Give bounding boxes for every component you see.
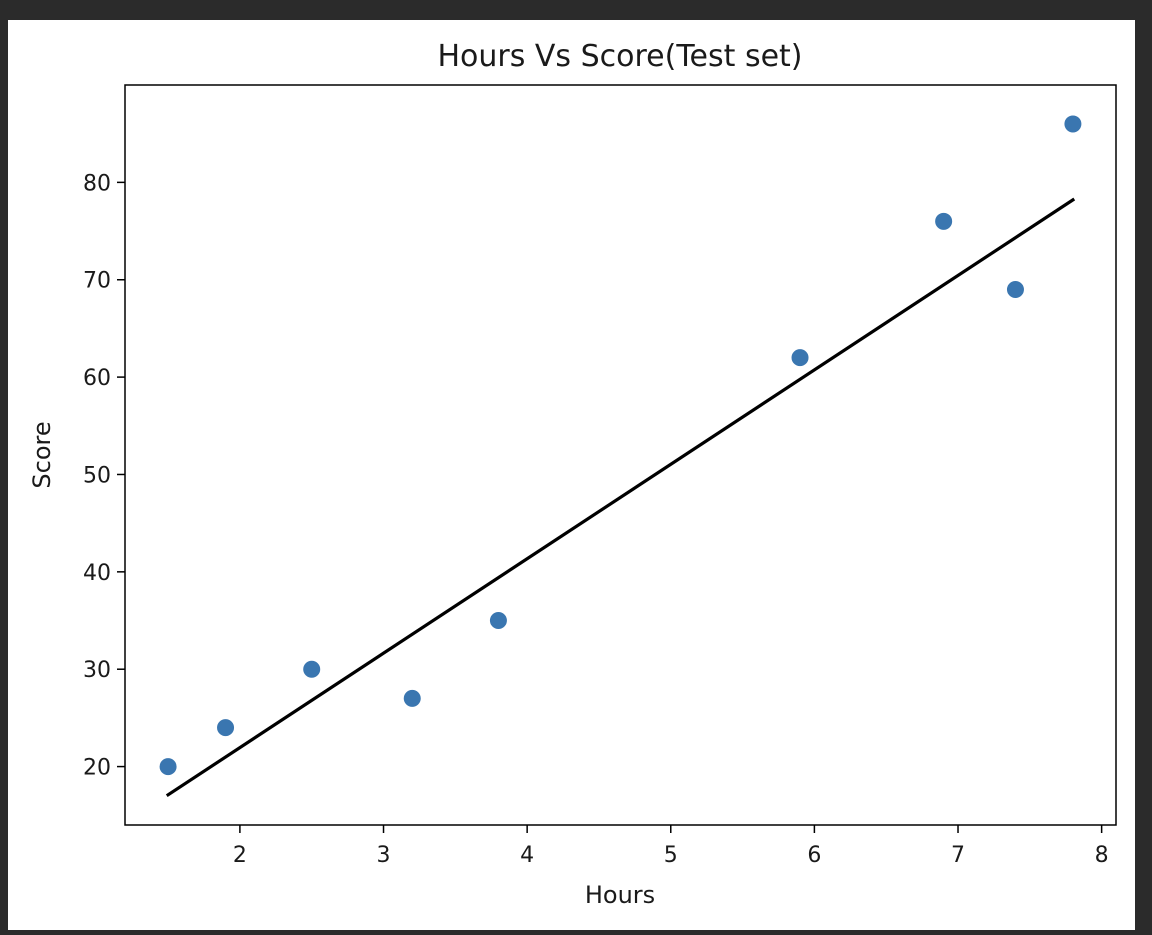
data-point [934, 211, 954, 231]
y-tick-label: 30 [83, 658, 111, 683]
x-tick-label: 7 [951, 843, 965, 868]
x-axis-ticks: 2 3 4 5 6 7 8 [233, 825, 1109, 868]
x-tick-label: 3 [377, 843, 391, 868]
data-point [1005, 279, 1025, 299]
data-point [1063, 114, 1083, 134]
chart-title: Hours Vs Score(Test set) [437, 39, 802, 74]
x-tick-label: 4 [520, 843, 534, 868]
figure-background [8, 20, 1135, 930]
data-point [488, 611, 508, 631]
y-axis-ticks: 20 30 40 50 60 70 80 [83, 171, 125, 781]
x-tick-label: 2 [233, 843, 247, 868]
data-point [158, 757, 178, 777]
y-tick-label: 60 [83, 366, 111, 391]
data-point [790, 348, 810, 368]
x-tick-label: 5 [664, 843, 678, 868]
data-point [302, 659, 322, 679]
y-tick-label: 80 [83, 171, 111, 196]
y-tick-label: 20 [83, 756, 111, 781]
regression-line-layer [165, 197, 1076, 798]
y-tick-label: 40 [83, 561, 111, 586]
regression-line [165, 197, 1076, 798]
y-tick-label: 70 [83, 269, 111, 294]
data-point [216, 718, 236, 738]
x-axis-label: Hours [585, 881, 655, 909]
plot-area [124, 84, 1117, 826]
x-tick-label: 6 [807, 843, 821, 868]
x-tick-label: 8 [1095, 843, 1109, 868]
data-points-layer [158, 114, 1083, 777]
y-axis-label: Score [28, 421, 56, 488]
y-tick-label: 50 [83, 463, 111, 488]
data-point [402, 688, 422, 708]
